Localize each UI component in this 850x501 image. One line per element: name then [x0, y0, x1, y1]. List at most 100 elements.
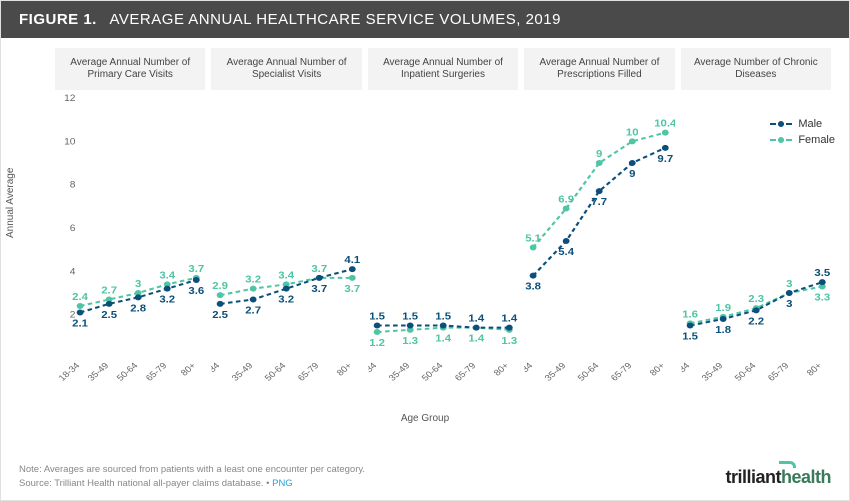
panel-svg: 5.16.991010.43.85.47.799.718-3435-4950-6… [524, 90, 674, 398]
marker-male [283, 286, 290, 292]
value-label-male: 3.6 [188, 286, 204, 297]
brand-part2: health [781, 467, 831, 488]
panel-title: Average Number of Chronic Diseases [681, 48, 831, 90]
value-label-female: 10 [626, 127, 639, 138]
marker-female [77, 303, 84, 309]
marker-female [374, 329, 381, 335]
y-tick-label: 6 [70, 224, 76, 234]
value-label-male: 4.1 [345, 255, 361, 266]
value-label-female: 2.4 [72, 292, 88, 303]
value-label-male: 2.8 [130, 303, 146, 314]
value-label-male: 1.5 [402, 311, 418, 322]
value-label-female: 1.3 [501, 335, 517, 346]
value-label-male: 3.7 [312, 283, 328, 294]
value-label-male: 3.8 [525, 281, 541, 292]
value-label-female: 2.9 [213, 281, 229, 292]
footer-source: Source: Trilliant Health national all-pa… [19, 477, 365, 490]
x-tick-label: 80+ [491, 361, 510, 378]
value-label-male: 9.7 [658, 153, 674, 164]
panel-title: Average Annual Number of Primary Care Vi… [55, 48, 205, 90]
marker-male [686, 323, 693, 329]
legend-label-female: Female [798, 134, 835, 146]
marker-male [316, 275, 323, 281]
brand-part1: trilliant [725, 467, 781, 487]
y-tick-label: 8 [70, 180, 76, 190]
marker-male [250, 297, 257, 303]
marker-male [818, 279, 825, 285]
marker-male [719, 316, 726, 322]
x-tick-label: 35-49 [230, 361, 255, 383]
value-label-male: 3.2 [159, 294, 175, 305]
value-label-male: 1.4 [468, 313, 484, 324]
value-label-male: 1.4 [501, 313, 517, 324]
y-axis-title: Annual Average [5, 168, 16, 238]
marker-female [662, 130, 669, 136]
value-label-female: 5.1 [525, 233, 541, 244]
panel-svg: 2.93.23.43.73.72.52.73.23.74.118-3435-49… [211, 90, 361, 398]
value-label-male: 3.5 [814, 268, 830, 279]
value-label-female: 2.7 [101, 285, 117, 296]
marker-female [530, 245, 537, 251]
x-tick-label: 50-64 [419, 361, 444, 383]
value-label-female: 3 [786, 279, 792, 290]
x-tick-label: 35-49 [543, 361, 568, 383]
panel-svg: 1.21.31.41.41.31.51.51.51.41.418-3435-49… [368, 90, 518, 398]
value-label-male: 1.5 [369, 311, 385, 322]
line-male [533, 148, 665, 276]
value-label-male: 1.5 [435, 311, 451, 322]
legend-swatch-female [770, 139, 792, 141]
value-label-male: 3 [786, 299, 792, 310]
x-tick-label: 18-34 [368, 361, 379, 383]
x-tick-label: 50-64 [732, 361, 757, 383]
value-label-female: 3.3 [814, 292, 830, 303]
value-label-female: 1.9 [715, 302, 731, 313]
x-tick-label: 35-49 [699, 361, 724, 383]
x-tick-label: 80+ [648, 361, 667, 378]
value-label-female: 3.7 [188, 263, 204, 274]
x-tick-label: 50-64 [115, 361, 140, 383]
x-tick-label: 50-64 [263, 361, 288, 383]
marker-male [752, 307, 759, 313]
panel-title: Average Annual Number of Inpatient Surge… [368, 48, 518, 90]
marker-male [530, 273, 537, 279]
value-label-female: 1.4 [435, 333, 451, 344]
marker-male [506, 325, 513, 331]
chart-panel: Average Number of Chronic Diseases1.61.9… [681, 48, 831, 398]
panels-container: Average Annual Number of Primary Care Vi… [55, 48, 831, 398]
value-label-male: 3.2 [279, 294, 295, 305]
x-axis-title: Age Group [401, 413, 449, 424]
footer-note: Note: Averages are sourced from patients… [19, 463, 365, 476]
marker-male [164, 286, 171, 292]
legend-swatch-male [770, 123, 792, 125]
value-label-female: 3.4 [159, 270, 175, 281]
value-label-female: 2.3 [748, 294, 764, 305]
panel-title: Average Annual Number of Specialist Visi… [211, 48, 361, 90]
value-label-female: 9 [596, 149, 602, 160]
x-tick-label: 18-34 [524, 361, 535, 383]
png-link[interactable]: PNG [272, 478, 293, 489]
x-tick-label: 18-34 [681, 361, 692, 383]
legend-item-male: Male [770, 118, 835, 130]
marker-male [77, 310, 84, 316]
panel-svg: 246810122.42.733.43.72.12.52.83.23.618-3… [55, 90, 205, 398]
marker-male [785, 290, 792, 296]
value-label-female: 1.4 [468, 333, 484, 344]
x-tick-label: 65-79 [144, 361, 169, 383]
value-label-male: 2.5 [213, 309, 229, 320]
x-tick-label: 80+ [804, 361, 823, 378]
value-label-male: 5.4 [558, 247, 574, 258]
footer: Note: Averages are sourced from patients… [19, 463, 365, 490]
marker-female [596, 160, 603, 166]
marker-male [563, 238, 570, 244]
marker-male [217, 301, 224, 307]
value-label-male: 2.7 [246, 305, 262, 316]
legend-label-male: Male [798, 118, 822, 130]
marker-male [106, 301, 113, 307]
x-tick-label: 50-64 [576, 361, 601, 383]
marker-female [250, 286, 257, 292]
value-label-female: 1.3 [402, 335, 418, 346]
marker-female [629, 138, 636, 144]
marker-male [349, 266, 356, 272]
chart-panel: Average Annual Number of Specialist Visi… [211, 48, 361, 398]
legend: Male Female [770, 118, 835, 150]
